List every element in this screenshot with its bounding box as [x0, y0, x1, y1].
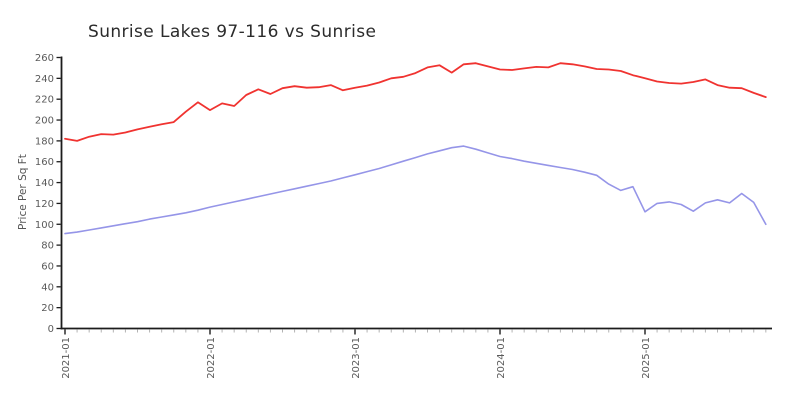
y-tick-label: 200: [35, 116, 54, 127]
y-tick-label: 260: [35, 53, 54, 64]
y-tick-label: 0: [48, 324, 54, 335]
y-tick-label: 20: [41, 303, 54, 314]
y-tick-label: 220: [35, 95, 54, 106]
y-tick-label: 180: [35, 136, 54, 147]
chart-title: Sunrise Lakes 97-116 vs Sunrise: [88, 22, 377, 42]
y-tick-label: 140: [35, 178, 54, 189]
x-tick-label: 2023-01: [351, 337, 362, 379]
x-tick-label: 2021-01: [61, 337, 72, 379]
x-tick-label: 2025-01: [641, 337, 652, 379]
x-tick-label: 2022-01: [206, 337, 217, 379]
y-tick-label: 40: [41, 282, 54, 293]
series-line-sunrise: [64, 145, 767, 235]
y-tick-label: 80: [41, 241, 54, 252]
series-line-sunrise-lakes-97-116: [64, 62, 767, 142]
y-tick-label: 100: [35, 220, 54, 231]
x-tick-label: 2024-01: [496, 337, 507, 379]
y-tick-label: 60: [41, 261, 54, 272]
y-tick-label: 240: [35, 74, 54, 85]
y-tick-label: 120: [35, 199, 54, 210]
y-tick-label: 160: [35, 157, 54, 168]
